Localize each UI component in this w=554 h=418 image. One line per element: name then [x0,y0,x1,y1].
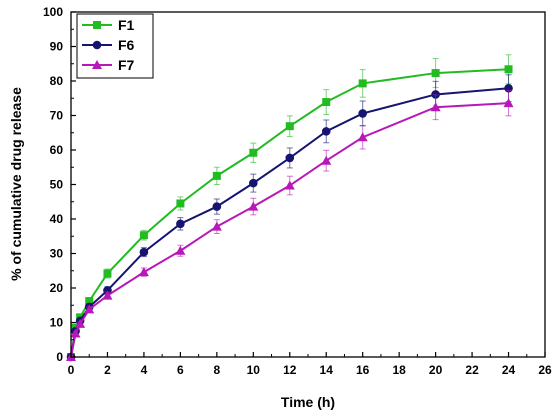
legend-marker [92,40,102,50]
data-point [70,328,81,338]
x-tick-label: 8 [214,363,221,377]
data-point [103,269,112,278]
y-tick-label: 80 [50,74,64,88]
x-axis: 0 2 4 6 8 10 12 14 16 18 20 22 24 26 [68,352,552,377]
data-point [139,231,148,240]
data-point [285,153,295,163]
data-point [138,267,149,277]
legend-label: F6 [118,37,135,53]
series-line [70,102,509,358]
y-tick-label: 0 [56,350,63,364]
legend-marker [92,60,102,69]
series-line [70,68,509,358]
x-axis-title: Time (h) [281,394,335,410]
data-point [430,102,441,112]
data-point [321,155,332,165]
plot-area [66,54,514,362]
data-point [84,304,95,314]
y-tick-label: 20 [50,281,64,295]
x-tick-label: 20 [429,363,443,377]
data-point [212,202,222,211]
series-f7 [66,89,514,361]
x-tick-label: 16 [356,363,370,377]
y-tick-label: 90 [50,40,64,54]
data-point [322,98,331,107]
y-tick-label: 70 [50,109,64,123]
data-point [175,245,186,255]
legend: F1 F6 F7 [76,13,154,79]
y-tick-label: 40 [50,212,64,226]
data-point [357,132,368,142]
data-point [503,98,514,108]
data-point [504,65,513,74]
data-point [176,219,185,229]
y-axis-title: % of cumulative drug release [8,87,24,281]
y-tick-label: 100 [43,5,63,19]
y-tick-label: 10 [50,316,64,330]
legend-marker [93,21,101,29]
x-tick-label: 22 [465,363,479,377]
x-tick-label: 18 [392,363,406,377]
x-tick-label: 2 [104,363,111,377]
x-tick-label: 0 [68,363,75,377]
data-point [249,148,258,157]
data-point [431,69,440,78]
series-f1 [67,54,513,361]
data-point [321,127,331,136]
x-tick-label: 4 [141,363,148,377]
data-point [139,247,149,257]
data-point [85,297,94,306]
x-tick-label: 14 [320,363,334,377]
data-point [75,318,86,328]
y-axis: 0 10 20 30 40 50 60 70 80 90 100 [43,5,76,364]
y-tick-label: 50 [50,178,64,192]
x-tick-label: 26 [538,363,552,377]
data-point [285,122,294,131]
data-point [212,171,221,180]
data-point [211,221,222,231]
data-point [176,199,185,208]
x-tick-label: 6 [177,363,184,377]
data-point [102,290,113,300]
data-point [249,178,258,188]
legend-label: F7 [118,57,135,73]
data-point [358,109,367,118]
x-tick-label: 10 [247,363,261,377]
data-point [358,79,367,88]
x-tick-label: 24 [502,363,516,377]
x-tick-label: 12 [283,363,297,377]
data-point [284,180,295,190]
legend-label: F1 [118,17,135,33]
data-point [248,201,259,211]
y-tick-label: 30 [50,247,64,261]
y-tick-label: 60 [50,143,64,157]
